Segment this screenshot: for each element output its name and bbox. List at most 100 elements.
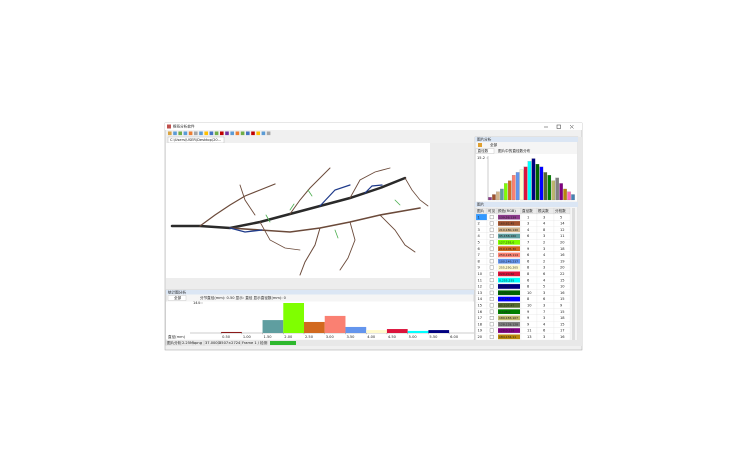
toolbar-button[interactable] (225, 131, 229, 136)
status-item: 3507×2724 (219, 341, 241, 345)
rgb-label: 95,158,160 (499, 234, 516, 238)
cell (536, 276, 555, 284)
bar (543, 172, 548, 201)
filter-button[interactable] (167, 295, 187, 301)
visible-checkbox[interactable] (489, 334, 494, 339)
x-tick-label: 6.00 (450, 335, 459, 339)
cell (536, 264, 555, 271)
rgb-label: 255,250,205 (499, 266, 518, 270)
toolbar-button[interactable] (204, 131, 208, 136)
cell (536, 333, 555, 341)
bar (571, 194, 575, 201)
root-image (166, 143, 430, 278)
color-swatch (498, 334, 520, 340)
cell-value: 3 (543, 335, 545, 339)
scrollbar[interactable] (572, 208, 575, 340)
visible-checkbox[interactable] (489, 221, 494, 226)
x-tick-label: 4.00 (367, 335, 376, 339)
color-swatch (498, 309, 520, 314)
toolbar-button[interactable] (209, 131, 214, 136)
rgb-label: 220,20,60 (499, 272, 514, 276)
visible-checkbox[interactable] (489, 265, 494, 270)
toolbar-button[interactable] (214, 131, 219, 136)
visible-checkbox[interactable] (489, 240, 494, 245)
cell-value: 4 (527, 228, 530, 232)
cell-value: 2 (543, 241, 545, 245)
x-tick-label: 2.50 (305, 335, 314, 339)
toolbar-button[interactable] (173, 131, 177, 136)
color-swatch (498, 296, 520, 302)
toolbar-button[interactable] (256, 131, 260, 136)
visible-checkbox[interactable] (489, 290, 494, 295)
x-tick-label: 1.00 (243, 335, 252, 339)
toolbar-button[interactable] (194, 131, 198, 136)
cell-value: 6 (527, 259, 530, 263)
visible-checkbox[interactable] (489, 227, 494, 232)
bottom-info: 分节直径(mm): 0.50 显示: 直径 显示直径数(mm): 0 (200, 295, 287, 300)
visible-checkbox[interactable] (489, 303, 494, 308)
visible-checkbox[interactable] (489, 316, 494, 320)
color-swatch (498, 277, 520, 283)
toolbar-button[interactable] (188, 131, 193, 136)
visible-checkbox[interactable] (489, 328, 494, 333)
visible-checkbox[interactable] (489, 259, 494, 264)
toolbar-button[interactable] (261, 131, 266, 136)
cell-value: 8 (527, 272, 530, 276)
cell-value: 14 (560, 222, 565, 226)
visible-checkbox[interactable] (489, 322, 494, 327)
toolbar[interactable] (168, 131, 271, 136)
toolbar-button[interactable] (251, 131, 255, 136)
color-swatch (498, 258, 520, 264)
toolbar-button[interactable] (168, 131, 172, 136)
cell (536, 295, 555, 303)
icon[interactable] (478, 143, 482, 147)
cell-value: 3 (543, 266, 545, 270)
row-index: 13 (478, 291, 483, 295)
color-swatch (498, 221, 520, 226)
cell (536, 308, 555, 315)
rgb-label: 127,255,0 (499, 241, 514, 245)
cell-value: 9 (527, 247, 530, 251)
cell-value: 3 (543, 234, 545, 238)
rgb-label: 139,58,139 (499, 215, 516, 219)
toolbar-button[interactable] (220, 131, 224, 136)
side-tabs[interactable] (578, 137, 582, 345)
toolbar-button[interactable] (178, 131, 182, 136)
bar (547, 175, 552, 201)
color-swatch (498, 284, 520, 289)
toolbar-button[interactable] (199, 131, 203, 136)
x-tick-label: 3.00 (326, 335, 335, 339)
color-swatch (498, 252, 520, 258)
toolbar-button[interactable] (230, 131, 234, 136)
row-index: 6 (478, 247, 481, 251)
visible-checkbox[interactable] (489, 253, 494, 257)
toolbar-button[interactable] (266, 131, 271, 136)
x-tick-label: 5.00 (409, 335, 418, 339)
visible-checkbox[interactable] (489, 271, 494, 276)
x-tick-label: 3.50 (346, 335, 355, 339)
cell-value: 11 (527, 329, 532, 333)
toolbar-button[interactable] (246, 131, 250, 136)
cell-value: 6 (527, 234, 530, 238)
rgb-label: 0,0,128 (499, 285, 511, 289)
filter-label[interactable]: 全部 (490, 142, 498, 147)
rgb-label: 250,128,114 (499, 253, 518, 257)
cell-value: 4 (543, 278, 546, 282)
visible-checkbox[interactable] (489, 246, 494, 251)
toolbar-button[interactable] (183, 131, 188, 136)
bar (531, 158, 536, 201)
rgb-label: 0,128,0 (499, 310, 511, 314)
chart-tab[interactable] (475, 148, 495, 154)
window-controls[interactable] (544, 124, 574, 129)
toolbar-button[interactable] (240, 131, 245, 136)
visible-checkbox[interactable] (489, 278, 494, 283)
visible-checkbox[interactable] (489, 234, 494, 238)
visible-checkbox[interactable] (489, 215, 494, 220)
visible-checkbox[interactable] (489, 284, 494, 289)
visible-checkbox[interactable] (489, 309, 494, 314)
toolbar-button[interactable] (235, 131, 240, 136)
cell-value: 18 (560, 247, 565, 251)
color-swatch (498, 246, 520, 251)
visible-checkbox[interactable] (489, 297, 494, 301)
